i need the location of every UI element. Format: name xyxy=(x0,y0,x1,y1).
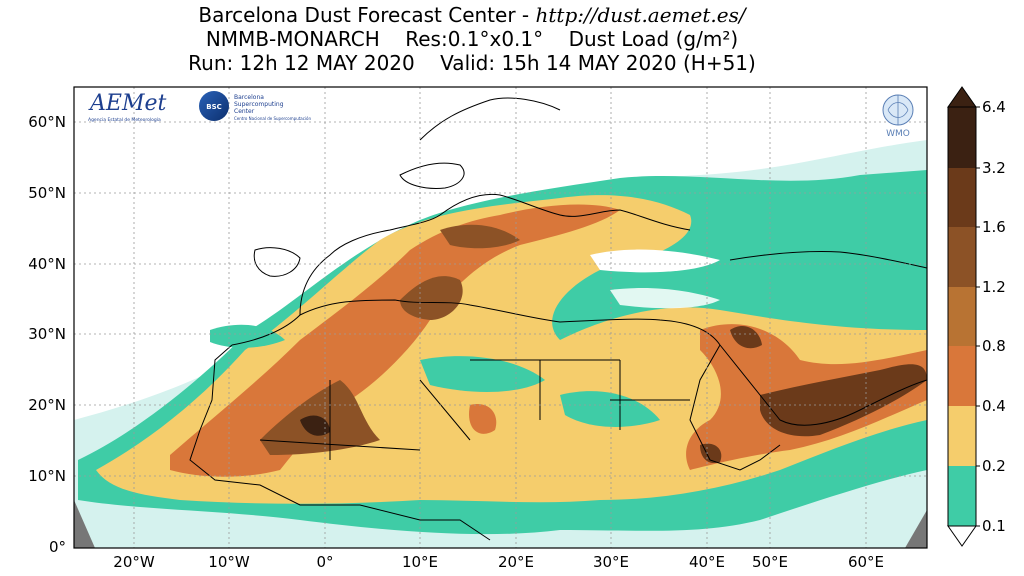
colorbar-min-arrow xyxy=(947,525,977,547)
colorbar-label: 1.6 xyxy=(982,218,1006,236)
bsc-logo-subtitle: Centro Nacional de Supercomputación xyxy=(234,116,312,121)
title-text: Barcelona Dust Forecast Center - xyxy=(198,3,536,27)
lon-label: 30°E xyxy=(593,553,629,571)
bsc-logo-disc xyxy=(199,91,229,121)
lat-label: 30°N xyxy=(28,325,66,343)
colorbar-label: 3.2 xyxy=(982,159,1006,177)
colorbar-segment xyxy=(948,168,976,227)
bsc-name-line: Supercomputing xyxy=(234,101,284,108)
graticule xyxy=(74,87,927,548)
aemet-logo: AEMet Agencia Estatal de Meteorología xyxy=(88,91,166,123)
lon-label: 20°E xyxy=(498,553,534,571)
lat-label: 10°N xyxy=(28,467,66,485)
bsc-logo-letters: BSC xyxy=(206,103,222,111)
colorbar-label: 6.4 xyxy=(982,98,1006,116)
lon-label: 20°W xyxy=(113,553,155,571)
lon-label: 60°E xyxy=(848,553,884,571)
map-frame xyxy=(73,86,928,549)
map-title-line-2: NMMB-MONARCH Res:0.1°x0.1° Dust Load (g/… xyxy=(205,27,739,51)
colorbar-label: 0.2 xyxy=(982,457,1006,475)
colorbar-label: 1.2 xyxy=(982,278,1006,296)
longitude-labels: 20°W 10°W 0° 10°E 20°E 30°E 40°E 50°E 60… xyxy=(113,553,884,571)
title-url: http://dust.aemet.es/ xyxy=(535,3,746,27)
lat-label: 0° xyxy=(49,538,66,556)
lon-label: 10°E xyxy=(402,553,438,571)
bsc-logo: BSC Barcelona Supercomputing Center Cent… xyxy=(199,91,312,121)
colorbar-frame xyxy=(947,106,977,527)
aemet-logo-text: AEMet xyxy=(88,91,166,116)
colorbar-segment xyxy=(948,287,976,346)
aemet-logo-subtitle: Agencia Estatal de Meteorología xyxy=(88,116,161,123)
coastlines xyxy=(189,97,927,541)
map-title-line-3: Run: 12h 12 MAY 2020 Valid: 15h 14 MAY 2… xyxy=(188,51,756,75)
latitude-labels: 60°N 50°N 40°N 30°N 20°N 10°N 0° xyxy=(28,113,66,556)
lat-label: 50°N xyxy=(28,184,66,202)
colorbar-label: 0.1 xyxy=(982,517,1006,535)
colorbar-max-arrow xyxy=(947,86,977,108)
lat-label: 40°N xyxy=(28,255,66,273)
lon-label: 10°W xyxy=(208,553,250,571)
colorbar-segment xyxy=(948,406,976,466)
bsc-name-line: Center xyxy=(234,108,255,115)
lat-label: 60°N xyxy=(28,113,66,131)
lat-label: 20°N xyxy=(28,396,66,414)
no-data-corner-left xyxy=(74,500,95,548)
colorbar: 6.4 3.2 1.6 1.2 0.8 0.4 0.2 0.1 xyxy=(947,86,1006,547)
colorbar-segment xyxy=(948,346,976,406)
lon-label: 40°E xyxy=(689,553,725,571)
lon-label: 50°E xyxy=(752,553,788,571)
colorbar-segment xyxy=(948,466,976,526)
map-title-line-1: Barcelona Dust Forecast Center - http://… xyxy=(0,4,944,26)
colorbar-segment xyxy=(948,107,976,168)
colorbar-label: 0.8 xyxy=(982,337,1006,355)
colorbar-label: 0.4 xyxy=(982,397,1006,415)
wmo-logo-text: WMO xyxy=(886,129,910,139)
wmo-globe-lines xyxy=(887,95,909,125)
bsc-name-line: Barcelona xyxy=(234,94,264,101)
colorbar-segment xyxy=(948,227,976,287)
no-data-corner-right xyxy=(905,510,927,548)
dust-field xyxy=(74,140,927,548)
lon-label: 0° xyxy=(316,553,333,571)
wmo-logo: WMO xyxy=(882,94,914,139)
